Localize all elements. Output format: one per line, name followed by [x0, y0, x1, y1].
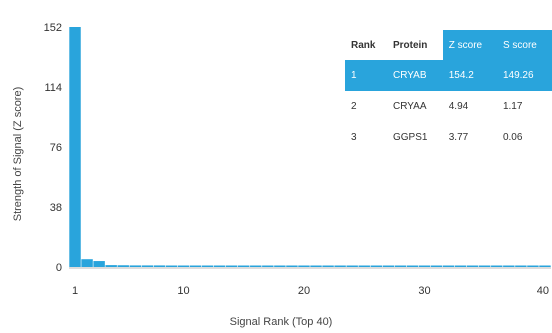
table-row: 2 CRYAA 4.94 1.17 — [345, 91, 552, 122]
rank-column-header: Rank — [345, 30, 387, 60]
bar-rank-38 — [515, 265, 527, 267]
bar-rank-15 — [238, 265, 250, 267]
bar-rank-39 — [527, 265, 539, 267]
bar-rank-36 — [491, 265, 503, 267]
s-score-column-header: S score — [496, 30, 552, 60]
bar-rank-40 — [539, 265, 551, 267]
top-signals-table: Rank Protein Z score S score 1 CRYAB 154… — [345, 30, 552, 153]
bar-rank-18 — [274, 265, 286, 267]
bar-rank-12 — [201, 265, 214, 267]
z-score-cell: 4.94 — [442, 91, 497, 122]
bar-rank-1 — [69, 27, 81, 267]
protein-cell: CRYAA — [386, 91, 443, 122]
s-score-cell: 149.26 — [496, 60, 552, 91]
table-header-row: Rank Protein Z score S score — [345, 30, 552, 60]
z-score-cell: 154.2 — [442, 60, 497, 91]
z-score-cell: 3.77 — [442, 122, 497, 153]
bar-rank-24 — [346, 265, 358, 267]
bar-rank-14 — [225, 265, 238, 267]
y-tick-label: 76 — [50, 142, 62, 154]
s-score-cell: 1.17 — [496, 91, 552, 122]
bar-rank-7 — [141, 265, 154, 267]
bar-rank-22 — [322, 265, 334, 267]
bar-rank-5 — [117, 265, 129, 267]
bar-rank-25 — [358, 265, 370, 267]
rank-cell: 2 — [345, 91, 387, 122]
bar-rank-26 — [370, 265, 382, 267]
x-tick-label: 30 — [418, 285, 430, 297]
y-axis-title: Strength of Signal (Z score) — [12, 87, 24, 222]
z-score-column-header: Z score — [442, 30, 497, 60]
bar-rank-17 — [262, 265, 274, 267]
y-tick-label: 114 — [44, 82, 62, 94]
bar-rank-11 — [189, 265, 202, 267]
y-tick-label: 38 — [50, 202, 62, 214]
top-signals-table-container: Rank Protein Z score S score 1 CRYAB 154… — [345, 30, 552, 153]
bar-rank-29 — [406, 265, 419, 267]
bar-rank-3 — [93, 261, 105, 267]
bar-rank-2 — [81, 259, 93, 267]
bar-rank-13 — [213, 265, 226, 267]
bar-rank-37 — [503, 265, 515, 267]
rank-cell: 1 — [345, 60, 387, 91]
bar-series — [69, 27, 551, 267]
bar-rank-35 — [479, 265, 491, 267]
protein-column-header: Protein — [386, 30, 443, 60]
bar-rank-30 — [418, 265, 431, 267]
protein-cell: GGPS1 — [386, 122, 443, 153]
table-row: 3 GGPS1 3.77 0.06 — [345, 122, 552, 153]
s-score-cell: 0.06 — [496, 122, 552, 153]
bar-rank-10 — [177, 265, 190, 267]
x-tick-label: 40 — [537, 285, 549, 297]
rank-cell: 3 — [345, 122, 387, 153]
bar-rank-9 — [165, 265, 178, 267]
x-axis-title: Signal Rank (Top 40) — [230, 316, 333, 328]
bar-rank-34 — [466, 265, 479, 267]
bar-rank-19 — [286, 265, 298, 267]
bar-rank-16 — [250, 265, 262, 267]
x-tick-label: 1 — [72, 285, 78, 297]
table-row: 1 CRYAB 154.2 149.26 — [345, 60, 552, 91]
y-tick-label: 0 — [56, 262, 62, 274]
bar-rank-21 — [310, 265, 322, 267]
x-tick-label: 20 — [298, 285, 310, 297]
bar-rank-32 — [442, 265, 455, 267]
protein-cell: CRYAB — [386, 60, 443, 91]
x-tick-label: 10 — [177, 285, 189, 297]
x-axis-ticks: 1 10 20 30 40 — [72, 285, 549, 297]
bar-rank-28 — [394, 265, 407, 267]
y-axis-ticks: 0 38 76 114 152 — [44, 22, 62, 274]
bar-rank-4 — [105, 265, 117, 267]
bar-rank-20 — [298, 265, 310, 267]
bar-rank-8 — [153, 265, 166, 267]
bar-rank-23 — [334, 265, 346, 267]
bar-rank-31 — [430, 265, 443, 267]
bar-rank-27 — [382, 265, 395, 267]
bar-rank-6 — [129, 265, 141, 267]
y-tick-label: 152 — [44, 22, 62, 34]
bar-rank-33 — [454, 265, 467, 267]
